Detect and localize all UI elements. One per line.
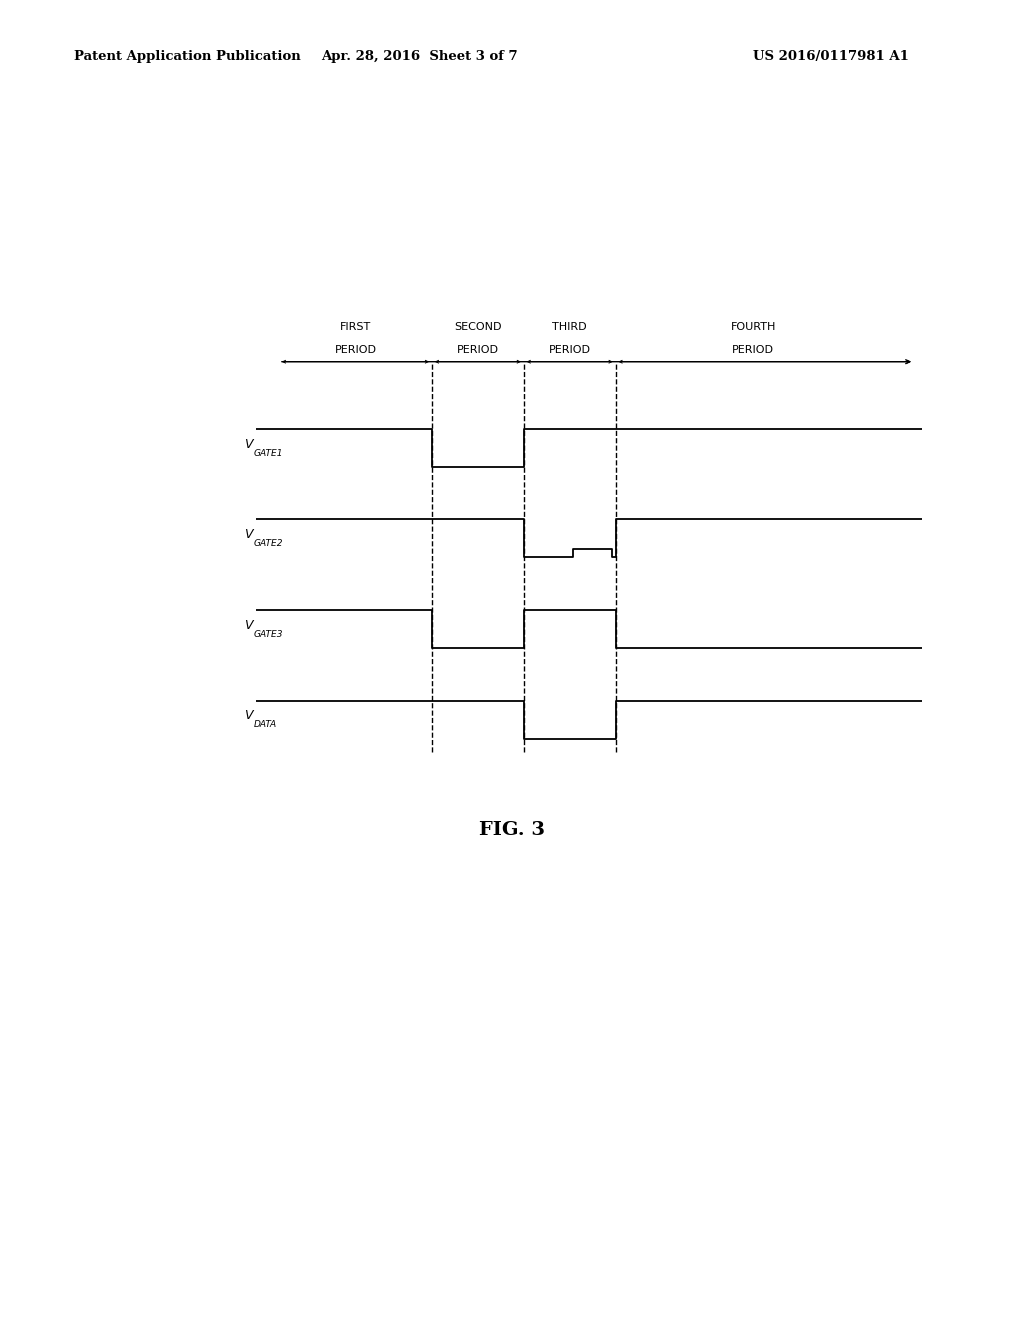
Text: THIRD: THIRD [552, 322, 587, 331]
Text: FOURTH: FOURTH [730, 322, 776, 331]
Text: V: V [244, 709, 252, 722]
Text: V: V [244, 619, 252, 632]
Text: PERIOD: PERIOD [732, 346, 774, 355]
Text: Apr. 28, 2016  Sheet 3 of 7: Apr. 28, 2016 Sheet 3 of 7 [322, 50, 518, 63]
Text: FIG. 3: FIG. 3 [479, 821, 545, 840]
Text: FIRST: FIRST [340, 322, 371, 331]
Text: V: V [244, 528, 252, 541]
Text: GATE2: GATE2 [254, 540, 284, 548]
Text: DATA: DATA [254, 721, 276, 730]
Text: US 2016/0117981 A1: US 2016/0117981 A1 [753, 50, 908, 63]
Text: SECOND: SECOND [454, 322, 502, 331]
Text: PERIOD: PERIOD [335, 346, 377, 355]
Text: PERIOD: PERIOD [549, 346, 591, 355]
Text: V: V [244, 438, 252, 450]
Text: Patent Application Publication: Patent Application Publication [74, 50, 300, 63]
Text: GATE3: GATE3 [254, 630, 284, 639]
Text: GATE1: GATE1 [254, 449, 284, 458]
Text: PERIOD: PERIOD [457, 346, 499, 355]
